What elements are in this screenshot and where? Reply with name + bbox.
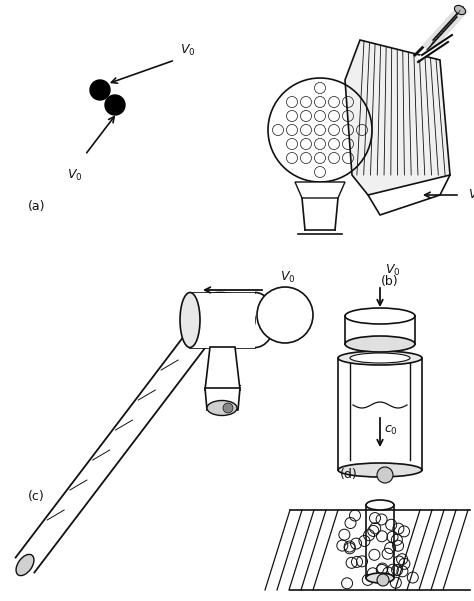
Text: $V_0$: $V_0$ [280,270,296,285]
Circle shape [377,467,393,483]
Ellipse shape [338,463,422,477]
Text: (b): (b) [381,275,399,288]
Circle shape [377,574,389,586]
Ellipse shape [366,500,394,510]
Circle shape [257,287,313,343]
Text: (d): (d) [340,468,358,481]
Polygon shape [295,182,345,198]
Ellipse shape [180,293,200,347]
Polygon shape [205,388,240,410]
Circle shape [223,403,233,413]
Text: $V_0$: $V_0$ [180,43,196,58]
Ellipse shape [338,351,422,365]
Ellipse shape [345,308,415,324]
Polygon shape [345,40,450,195]
Ellipse shape [185,293,255,347]
Text: $V_0$: $V_0$ [468,188,474,203]
Ellipse shape [455,5,465,14]
Text: $V_0$: $V_0$ [385,263,401,278]
Text: (c): (c) [28,490,45,503]
Text: $V_0$: $V_0$ [67,168,83,183]
Polygon shape [190,293,255,347]
Text: (a): (a) [28,200,46,213]
Text: $c_0$: $c_0$ [384,424,398,436]
Ellipse shape [207,400,237,415]
Polygon shape [205,347,240,390]
Circle shape [90,80,110,100]
Ellipse shape [366,573,394,583]
Ellipse shape [345,336,415,352]
Ellipse shape [350,353,410,363]
Circle shape [105,95,125,115]
Ellipse shape [16,554,34,576]
